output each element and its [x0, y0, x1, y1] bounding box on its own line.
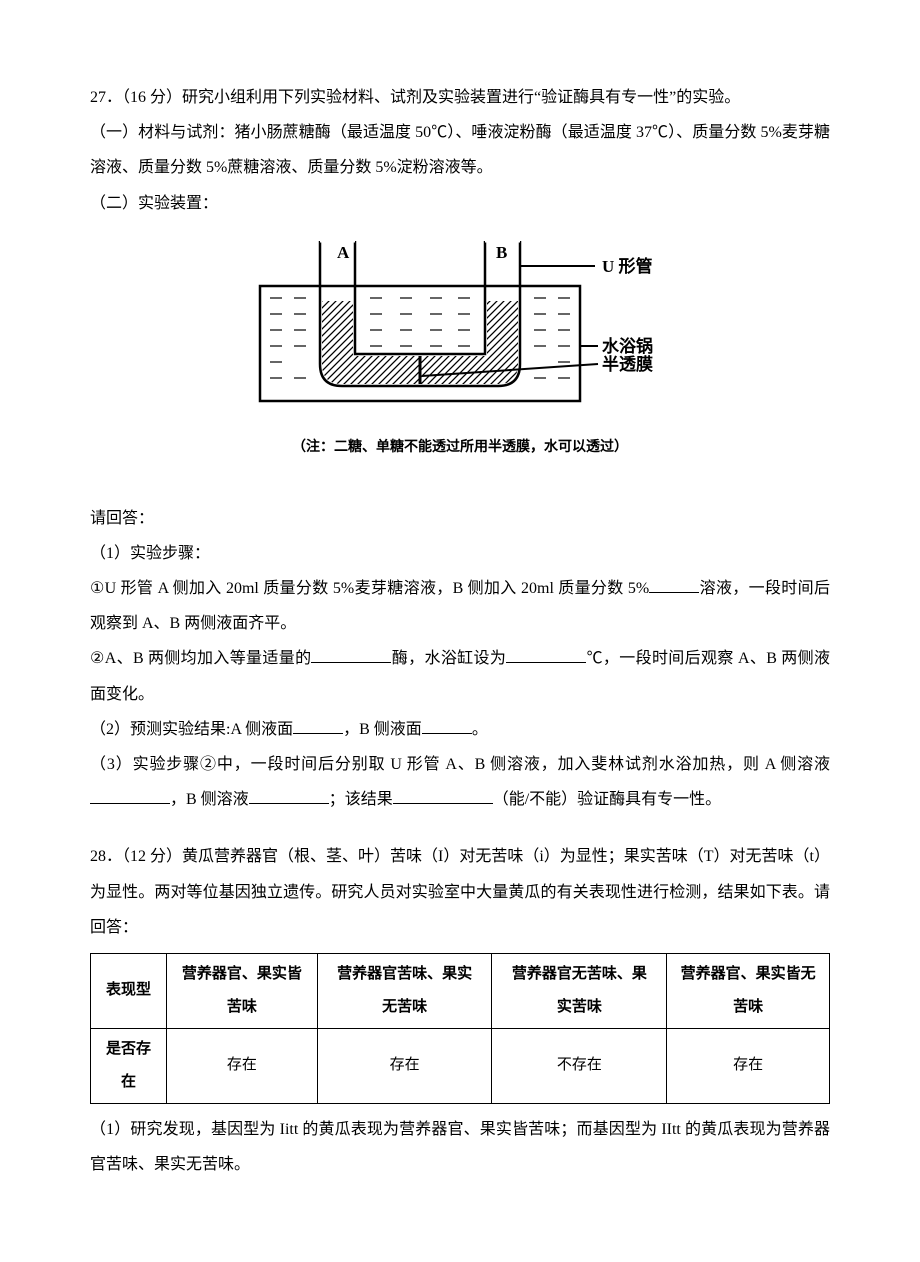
blank-a-result[interactable] — [90, 785, 170, 804]
q27-answer-label: 请回答： — [90, 501, 830, 536]
val-1: 存在 — [166, 1028, 317, 1103]
blank-temperature[interactable] — [506, 644, 586, 663]
q27-q2: （2）预测实验结果:A 侧液面 ，B 侧液面 。 — [90, 712, 830, 747]
q27-header: 27．（16 分）研究小组利用下列实验材料、试剂及实验装置进行“验证酶具有专一性… — [90, 80, 830, 115]
q27-materials: （一）材料与试剂：猪小肠蔗糖酶（最适温度 50℃）、唾液淀粉酶（最适温度 37℃… — [90, 115, 830, 185]
diagram-caption: （注：二糖、单糖不能透过所用半透膜，水可以透过） — [90, 433, 830, 464]
val-3: 不存在 — [492, 1028, 667, 1103]
label-a: A — [337, 243, 350, 262]
blank-solution-type[interactable] — [649, 574, 699, 593]
q3-pre: （3）实验步骤②中，一段时间后分别取 U 形管 A、B 侧溶液，加入斐林试剂水浴… — [90, 756, 830, 773]
blank-conclusion[interactable] — [393, 785, 493, 804]
label-b: B — [496, 243, 507, 262]
q27-step1: ①U 形管 A 侧加入 20ml 质量分数 5%麦芽糖溶液，B 侧加入 20ml… — [90, 571, 830, 641]
blank-b-result[interactable] — [249, 785, 329, 804]
col-4: 营养器官、果实皆无苦味 — [667, 953, 830, 1028]
col-1: 营养器官、果实皆苦味 — [166, 953, 317, 1028]
blank-b-level[interactable] — [422, 715, 472, 734]
col-3: 营养器官无苦味、果实苦味 — [492, 953, 667, 1028]
table-header-row: 表现型 营养器官、果实皆苦味 营养器官苦味、果实无苦味 营养器官无苦味、果实苦味… — [91, 953, 830, 1028]
label-waterbath: 水浴锅 — [602, 336, 653, 356]
step2-pre: ②A、B 两侧均加入等量适量的 — [90, 650, 311, 667]
q28-header: 28．（12 分）黄瓜营养器官（根、茎、叶）苦味（I）对无苦味（i）为显性；果实… — [90, 839, 830, 945]
blank-a-level[interactable] — [293, 715, 343, 734]
q3-mid2: ；该结果 — [329, 791, 393, 808]
label-utube: U 形管 — [602, 256, 653, 276]
q2-pre: （2）预测实验结果:A 侧液面 — [90, 721, 293, 738]
q27-apparatus-label: （二）实验装置： — [90, 186, 830, 221]
q27-step-label: （1）实验步骤： — [90, 536, 830, 571]
step2-mid1: 酶，水浴缸设为 — [391, 650, 506, 667]
label-membrane: 半透膜 — [602, 354, 653, 374]
q27-step2: ②A、B 两侧均加入等量适量的酶，水浴缸设为℃，一段时间后观察 A、B 两侧液面… — [90, 641, 830, 711]
q27-q3: （3）实验步骤②中，一段时间后分别取 U 形管 A、B 侧溶液，加入斐林试剂水浴… — [90, 747, 830, 817]
row-header-label: 是否存在 — [91, 1028, 167, 1103]
phenotype-table: 表现型 营养器官、果实皆苦味 营养器官苦味、果实无苦味 营养器官无苦味、果实苦味… — [90, 953, 830, 1104]
col-2: 营养器官苦味、果实无苦味 — [317, 953, 492, 1028]
step1-pre: ①U 形管 A 侧加入 20ml 质量分数 5%麦芽糖溶液，B 侧加入 20ml… — [90, 580, 649, 597]
table-data-row: 是否存在 存在 存在 不存在 存在 — [91, 1028, 830, 1103]
val-4: 存在 — [667, 1028, 830, 1103]
q28-q1: （1）研究发现，基因型为 Iitt 的黄瓜表现为营养器官、果实皆苦味；而基因型为… — [90, 1112, 830, 1182]
col-header-label: 表现型 — [91, 953, 167, 1028]
q2-post: 。 — [472, 721, 488, 738]
q2-mid: ，B 侧液面 — [343, 721, 422, 738]
apparatus-diagram: A B U 形管 水浴锅 半透膜 （注：二糖、单糖不能透过所用半透膜，水可以透过… — [90, 236, 830, 464]
blank-enzyme[interactable] — [311, 644, 391, 663]
q3-mid1: ，B 侧溶液 — [170, 791, 249, 808]
q3-post: （能/不能）验证酶具有专一性。 — [493, 791, 721, 808]
val-2: 存在 — [317, 1028, 492, 1103]
u-tube-svg: A B U 形管 水浴锅 半透膜 — [240, 236, 680, 416]
